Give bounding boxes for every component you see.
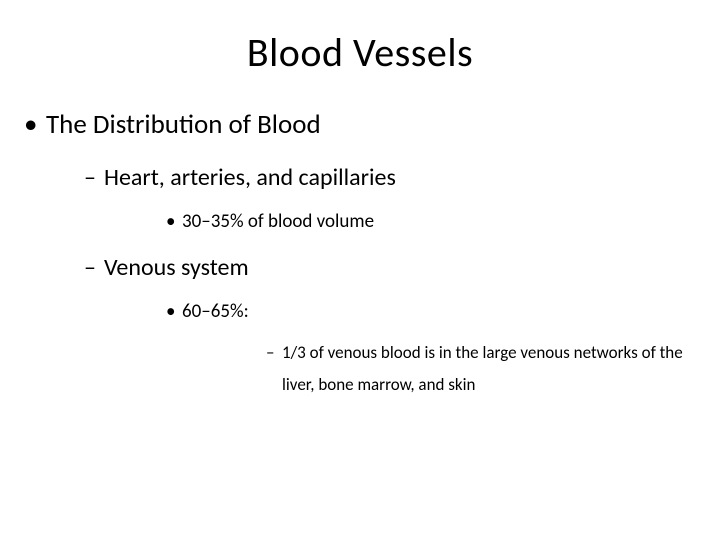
slide: Blood Vessels The Distribution of Blood …: [0, 0, 720, 540]
slide-title: Blood Vessels: [0, 0, 720, 77]
list-item: Venous system 60–65%: 1/3 of venous bloo…: [46, 250, 708, 401]
bullet-list-lvl3: 60–65%: 1/3 of venous blood is in the la…: [104, 298, 708, 401]
bullet-list-lvl3: 30–35% of blood volume: [104, 208, 708, 237]
bullet-list-lvl1: The Distribution of Blood Heart, arterie…: [12, 105, 708, 401]
slide-body: The Distribution of Blood Heart, arterie…: [0, 77, 720, 401]
text: 1/3 of venous blood is in the large veno…: [282, 342, 683, 395]
list-item: 1/3 of venous blood is in the large veno…: [182, 337, 708, 402]
text: The Distribution of Blood: [46, 108, 321, 141]
text: Heart, arteries, and capillaries: [104, 163, 396, 192]
list-item: The Distribution of Blood Heart, arterie…: [12, 105, 708, 401]
text: 60–65%:: [182, 300, 249, 323]
bullet-list-lvl2: Heart, arteries, and capillaries 30–35% …: [46, 160, 708, 402]
text: Venous system: [104, 253, 249, 282]
list-item: 30–35% of blood volume: [104, 208, 708, 237]
bullet-list-lvl4: 1/3 of venous blood is in the large veno…: [182, 337, 708, 402]
list-item: Heart, arteries, and capillaries 30–35% …: [46, 160, 708, 237]
list-item: 60–65%: 1/3 of venous blood is in the la…: [104, 298, 708, 401]
text: 30–35% of blood volume: [182, 210, 374, 233]
